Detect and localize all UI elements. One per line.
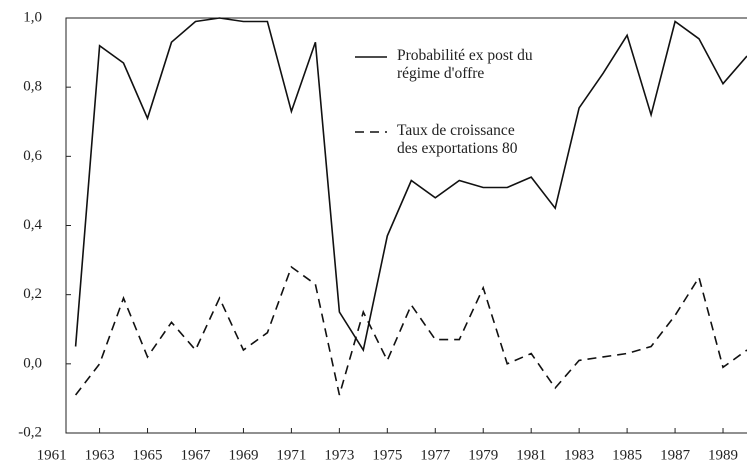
x-tick-label: 1969 — [228, 447, 258, 463]
x-tick-label: 1981 — [516, 447, 546, 463]
x-tick-label: 1965 — [133, 447, 163, 463]
x-tick-label: 1971 — [276, 447, 306, 463]
y-tick-label: 0,2 — [23, 286, 42, 302]
legend-label: Probabilité ex post du régime d'offre — [397, 47, 533, 82]
x-tick-label: 1975 — [372, 447, 402, 463]
y-tick-label: 0,8 — [23, 79, 42, 95]
y-tick-label: 0,6 — [23, 148, 42, 164]
y-tick-label: 0,0 — [23, 355, 42, 371]
x-tick-label: 1989 — [708, 447, 738, 463]
x-tick-label: 1977 — [420, 447, 451, 463]
x-tick-label: 1963 — [85, 447, 115, 463]
x-tick-label: 1973 — [324, 447, 354, 463]
line — [74, 17, 747, 353]
y-tick-label: 0,4 — [23, 217, 42, 233]
legend-label: Taux de croissance des exportations 80 — [397, 122, 518, 157]
x-tick-label: 1979 — [468, 447, 498, 463]
y-tick-label: 1,0 — [23, 9, 42, 25]
y-tick-label: -0,2 — [18, 424, 42, 440]
x-tick-label: 1987 — [660, 447, 691, 463]
x-tick-label: 1983 — [564, 447, 594, 463]
line — [74, 265, 747, 396]
x-tick-label: 1961 — [37, 447, 67, 463]
x-tick-label: 1985 — [612, 447, 642, 463]
x-tick-label: 1967 — [180, 447, 211, 463]
